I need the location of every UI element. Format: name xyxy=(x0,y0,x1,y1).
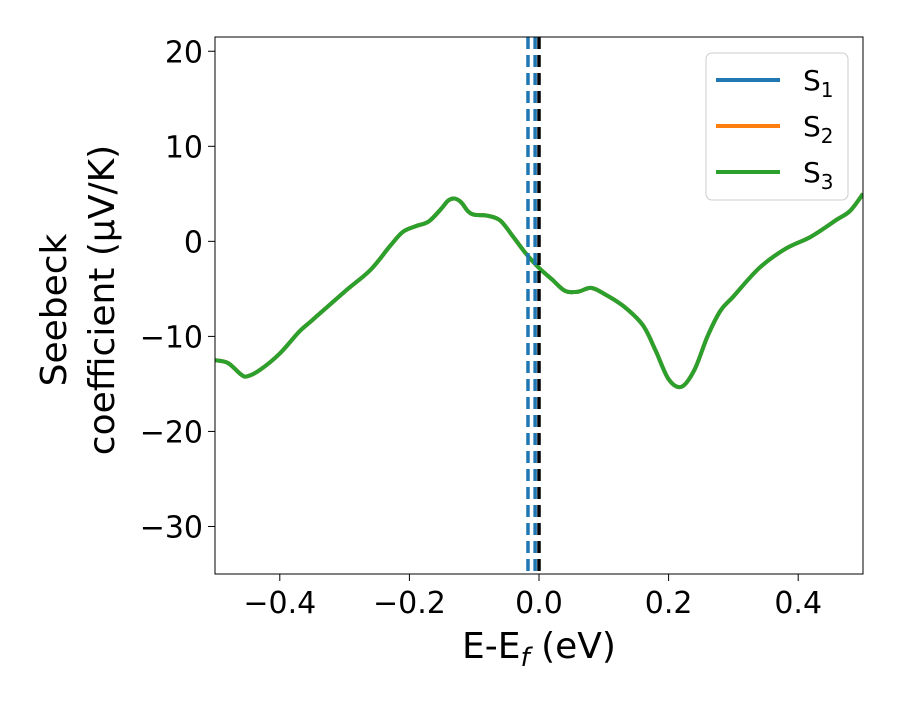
plot-area xyxy=(215,37,863,574)
y-axis-title-line1: Seebeck xyxy=(34,233,75,386)
y-tick-label: 10 xyxy=(165,130,203,165)
y-tick-label: −10 xyxy=(140,320,203,355)
legend-label-1: S1 xyxy=(803,64,834,102)
x-tick-label: 0.2 xyxy=(645,586,693,621)
x-axis-title-unit: (eV) xyxy=(530,626,616,667)
x-axis: −0.4 −0.2 0.0 0.2 0.4 xyxy=(243,574,822,621)
legend: S1 S2 S3 xyxy=(705,52,849,201)
y-tick-label: 20 xyxy=(165,35,203,70)
series-line-3 xyxy=(215,192,863,390)
x-tick-label: 0.0 xyxy=(515,586,563,621)
y-axis-title-line2: coefficient (μV/K) xyxy=(82,145,123,455)
x-tick-label: −0.4 xyxy=(243,586,316,621)
y-tick-label: 0 xyxy=(184,225,203,260)
y-axis: 20 10 0 −10 −20 −30 xyxy=(140,35,215,545)
y-tick-label: −20 xyxy=(140,415,203,450)
legend-label-3: S3 xyxy=(803,156,834,194)
y-tick-label: −30 xyxy=(140,510,203,545)
x-tick-label: −0.2 xyxy=(373,586,446,621)
legend-label-2: S2 xyxy=(803,110,834,148)
x-tick-label: 0.4 xyxy=(774,586,822,621)
x-axis-title: E-Ef (eV) xyxy=(462,626,616,673)
y-axis-title: Seebeck coefficient (μV/K) xyxy=(34,145,123,455)
x-axis-title-main: E-E xyxy=(462,626,520,667)
